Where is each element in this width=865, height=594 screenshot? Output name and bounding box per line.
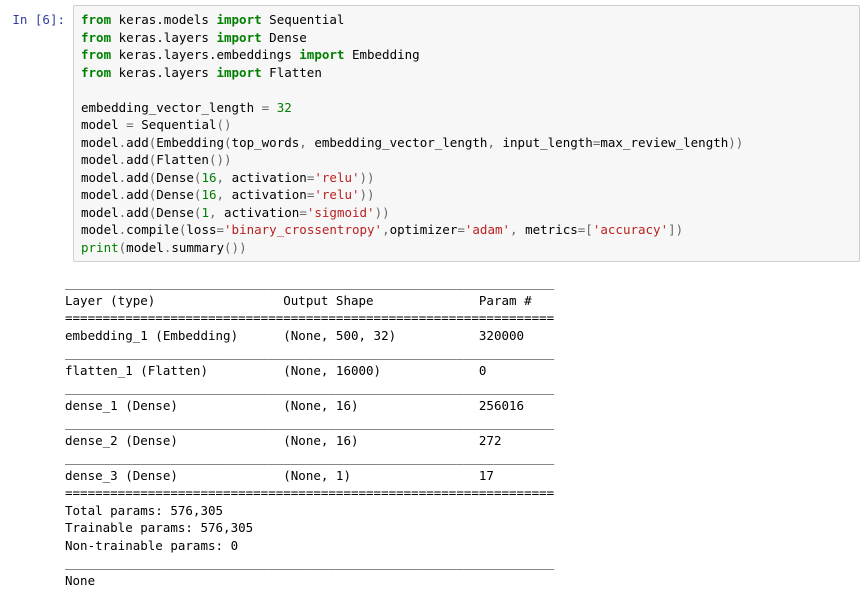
code-input-area[interactable]: from keras.models import Sequential from…	[73, 5, 860, 262]
input-prompt: In [6]:	[5, 5, 73, 29]
code-cell: In [6]: from keras.models import Sequent…	[5, 5, 860, 262]
output-cell: ________________________________________…	[5, 270, 860, 589]
stdout-output: ________________________________________…	[65, 270, 860, 589]
output-prompt-spacer	[5, 270, 65, 589]
